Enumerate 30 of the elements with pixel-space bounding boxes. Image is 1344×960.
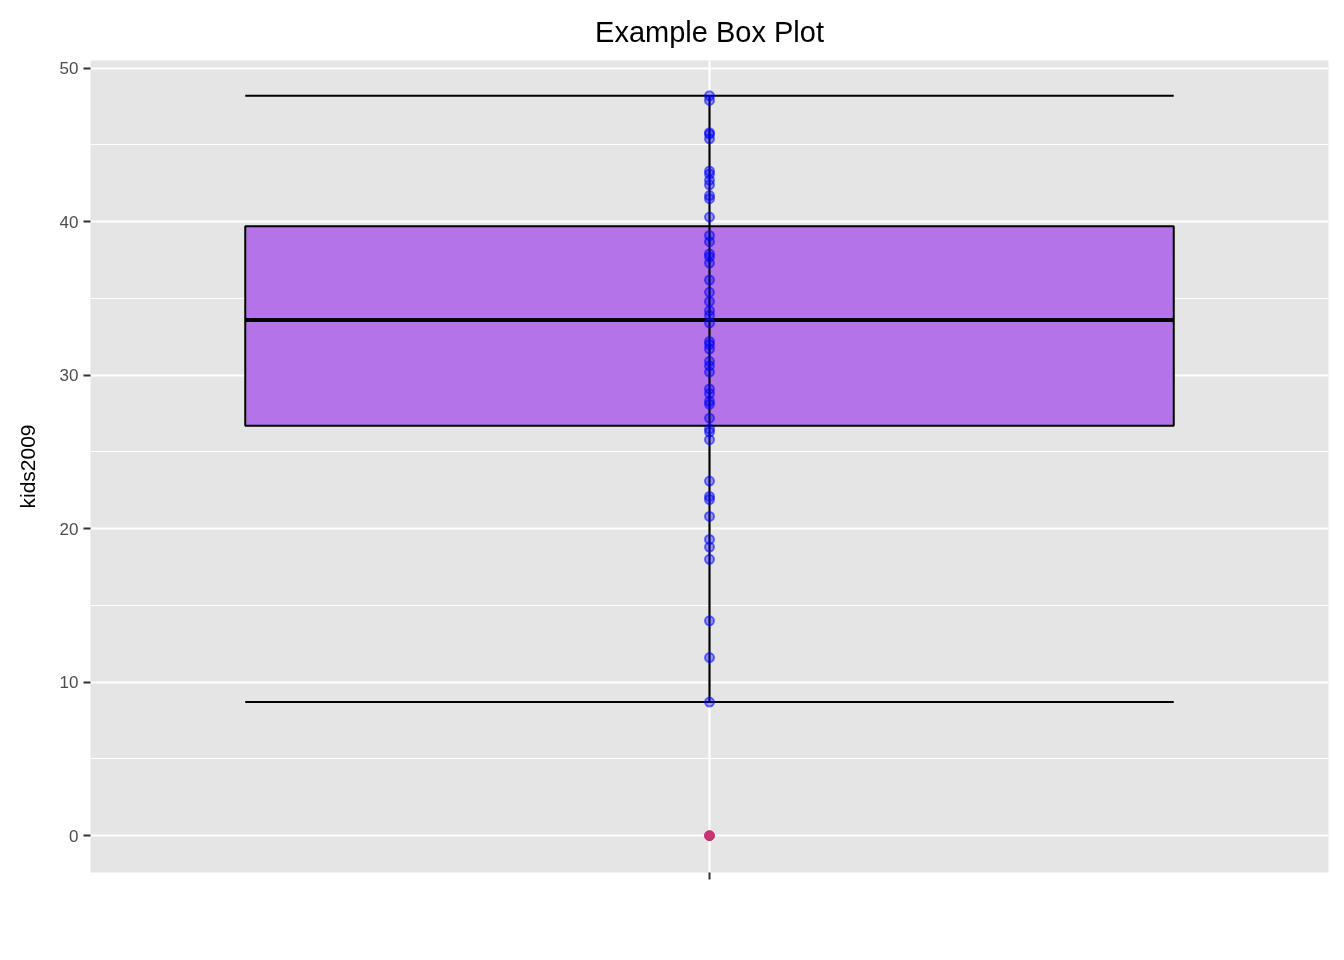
point bbox=[704, 133, 715, 145]
point bbox=[704, 179, 715, 191]
y-tick-label: 50 bbox=[59, 59, 79, 79]
y-tick-label: 10 bbox=[59, 673, 79, 693]
point bbox=[704, 286, 715, 298]
point bbox=[704, 615, 715, 627]
point bbox=[704, 257, 715, 269]
point bbox=[704, 434, 715, 446]
point bbox=[704, 510, 715, 522]
y-tick-label: 0 bbox=[69, 826, 79, 846]
point bbox=[704, 211, 715, 223]
chart-title: Example Box Plot bbox=[595, 15, 824, 48]
point bbox=[704, 553, 715, 565]
y-tick-label: 20 bbox=[59, 519, 79, 539]
point bbox=[704, 343, 715, 355]
point bbox=[704, 317, 715, 329]
point bbox=[704, 296, 715, 307]
y-axis-title: kids2009 bbox=[15, 424, 39, 509]
point bbox=[704, 412, 715, 424]
point bbox=[704, 366, 715, 378]
point bbox=[704, 274, 715, 286]
point bbox=[704, 541, 715, 553]
point bbox=[704, 494, 715, 505]
y-tick-label: 30 bbox=[59, 366, 79, 386]
point bbox=[704, 652, 715, 664]
point bbox=[704, 236, 715, 248]
y-tick-label: 40 bbox=[59, 212, 79, 232]
point bbox=[704, 94, 715, 106]
point bbox=[704, 696, 715, 708]
point bbox=[704, 475, 715, 487]
